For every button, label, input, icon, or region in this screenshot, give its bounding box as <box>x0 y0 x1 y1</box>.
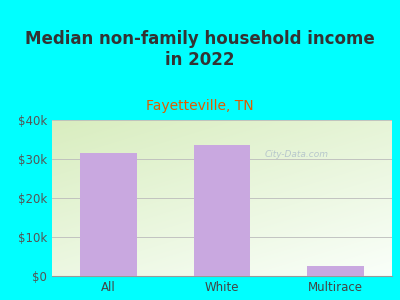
Text: Fayetteville, TN: Fayetteville, TN <box>146 99 254 113</box>
Text: City-Data.com: City-Data.com <box>265 150 329 159</box>
Bar <box>80 153 137 276</box>
Bar <box>194 145 250 276</box>
Text: Median non-family household income
in 2022: Median non-family household income in 20… <box>25 30 375 69</box>
Bar <box>307 266 364 276</box>
